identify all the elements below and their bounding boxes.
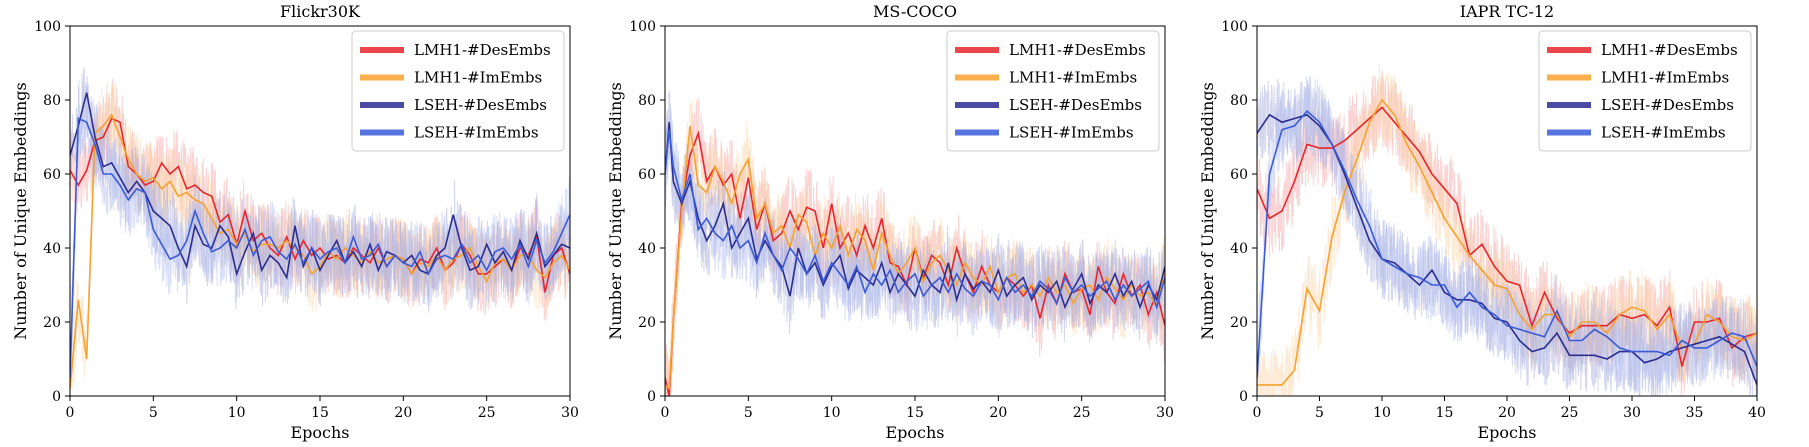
legend-entry-label: LMH1-#ImEmbs [1601, 69, 1729, 87]
x-tick-label: 25 [1561, 405, 1579, 421]
x-tick-label: 10 [823, 405, 841, 421]
series-line-LMH1-#DesEmbs [665, 130, 1165, 396]
noise-band-LMH1-#ImEmbs [665, 100, 1165, 396]
x-tick-label: 5 [744, 405, 753, 421]
legend-entry-label: LSEH-#ImEmbs [1601, 124, 1726, 142]
chart-panel-1: 0 5 10 15 20 25 30 0 20 40 60 80 100 Flickr30K Epochs N… [11, 2, 579, 442]
noise-band-LMH1-#DesEmbs [665, 98, 1165, 396]
legend-box [1538, 30, 1752, 152]
chart-title: Flickr30K [280, 2, 361, 21]
x-tick-label: 30 [561, 405, 579, 421]
y-tick-label: 40 [1230, 241, 1248, 257]
y-axis-label: Number of Unique Embeddings [606, 82, 625, 340]
legend-entry-label: LSEH-#ImEmbs [1009, 124, 1134, 142]
y-axis-label: Number of Unique Embeddings [11, 82, 30, 340]
y-tick-label: 20 [43, 315, 61, 331]
chart-title: MS-COCO [873, 2, 957, 21]
y-tick-label: 80 [638, 93, 656, 109]
series-line-LSEH-#DesEmbs [665, 122, 1165, 310]
y-tick-label: 60 [43, 167, 61, 183]
legend-entry-label: LSEH-#DesEmbs [414, 96, 547, 114]
series-line-LMH1-#ImEmbs [1257, 98, 1757, 386]
x-tick-label: 0 [1253, 405, 1262, 421]
chart-panel-3: 0 5 10 15 20 25 30 35 40 0 20 40 60 80 100 IAPR TC-12 Ep… [1198, 2, 1766, 442]
legend-entry-label: LMH1-#DesEmbs [414, 41, 551, 59]
y-tick-label: 20 [638, 315, 656, 331]
series-line-LMH1-#ImEmbs [665, 125, 1165, 391]
x-axis-label: Epochs [1477, 423, 1536, 442]
legend: LMH1-#DesEmbs LMH1-#ImEmbs LSEH-#DesEmbs LS… [1538, 30, 1752, 152]
x-tick-label: 5 [149, 405, 158, 421]
x-tick-label: 35 [1686, 405, 1704, 421]
y-tick-label: 40 [638, 241, 656, 257]
noise-band-LMH1-#ImEmbs [70, 83, 570, 396]
legend-entry-label: LSEH-#ImEmbs [414, 124, 539, 142]
noise-band-LMH1-#DesEmbs [70, 78, 570, 321]
legend: LMH1-#DesEmbs LMH1-#ImEmbs LSEH-#DesEmbs LS… [351, 30, 565, 152]
legend-entry-label: LMH1-#DesEmbs [1009, 41, 1146, 59]
noise-band-LSEH-#ImEmbs [665, 93, 1165, 344]
series-line-LSEH-#ImEmbs [70, 117, 570, 378]
y-tick-label: 0 [1239, 389, 1248, 405]
noise-band-LSEH-#DesEmbs [70, 67, 570, 313]
noise-band-LMH1-#ImEmbs [1257, 64, 1757, 396]
x-tick-label: 20 [989, 405, 1007, 421]
x-tick-label: 20 [1498, 405, 1516, 421]
x-tick-label: 30 [1156, 405, 1174, 421]
y-tick-label: 100 [1221, 19, 1248, 35]
y-tick-label: 100 [629, 19, 656, 35]
x-tick-label: 20 [394, 405, 412, 421]
series-line-LSEH-#ImEmbs [1257, 109, 1757, 378]
x-tick-label: 15 [311, 405, 329, 421]
legend-entry-label: LMH1-#ImEmbs [1009, 69, 1137, 87]
noise-band-LSEH-#DesEmbs [1257, 76, 1757, 396]
legend-box [351, 30, 565, 152]
plot-area [665, 90, 1165, 396]
x-tick-label: 25 [1073, 405, 1091, 421]
legend: LMH1-#DesEmbs LMH1-#ImEmbs LSEH-#DesEmbs LS… [946, 30, 1160, 152]
y-tick-label: 0 [52, 389, 61, 405]
noise-band-LSEH-#ImEmbs [70, 80, 570, 396]
series-line-LSEH-#DesEmbs [70, 92, 570, 280]
series-line-LMH1-#ImEmbs [70, 113, 570, 389]
x-tick-label: 25 [478, 405, 496, 421]
x-tick-label: 10 [1373, 405, 1391, 421]
noise-band-LSEH-#ImEmbs [1257, 76, 1757, 396]
plot-area [70, 67, 570, 396]
x-axis-label: Epochs [290, 423, 349, 442]
legend-entry-label: LMH1-#ImEmbs [414, 69, 542, 87]
y-axis-label: Number of Unique Embeddings [1198, 82, 1217, 340]
legend-entry-label: LMH1-#DesEmbs [1601, 41, 1738, 59]
series-line-LMH1-#DesEmbs [70, 117, 570, 293]
x-tick-label: 0 [661, 405, 670, 421]
x-tick-label: 15 [1436, 405, 1454, 421]
y-tick-label: 60 [1230, 167, 1248, 183]
y-tick-label: 40 [43, 241, 61, 257]
y-tick-label: 60 [638, 167, 656, 183]
y-tick-label: 20 [1230, 315, 1248, 331]
y-tick-label: 80 [1230, 93, 1248, 109]
chart-title: IAPR TC-12 [1460, 2, 1554, 21]
y-tick-label: 80 [43, 93, 61, 109]
x-tick-label: 40 [1748, 405, 1766, 421]
legend-box [946, 30, 1160, 152]
noise-band-LMH1-#DesEmbs [1257, 70, 1757, 396]
x-tick-label: 5 [1315, 405, 1324, 421]
chart-panel-2: 0 5 10 15 20 25 30 0 20 40 60 80 100 MS-COCO Epochs Num… [606, 2, 1174, 442]
legend-entry-label: LSEH-#DesEmbs [1009, 96, 1142, 114]
y-tick-label: 0 [647, 389, 656, 405]
x-tick-label: 30 [1623, 405, 1641, 421]
x-tick-label: 10 [228, 405, 246, 421]
y-tick-label: 100 [34, 19, 61, 35]
legend-entry-label: LSEH-#DesEmbs [1601, 96, 1734, 114]
x-axis-label: Epochs [885, 423, 944, 442]
x-tick-label: 0 [66, 405, 75, 421]
x-tick-label: 15 [906, 405, 924, 421]
series-line-LSEH-#ImEmbs [665, 129, 1165, 310]
plot-area [1257, 64, 1757, 396]
